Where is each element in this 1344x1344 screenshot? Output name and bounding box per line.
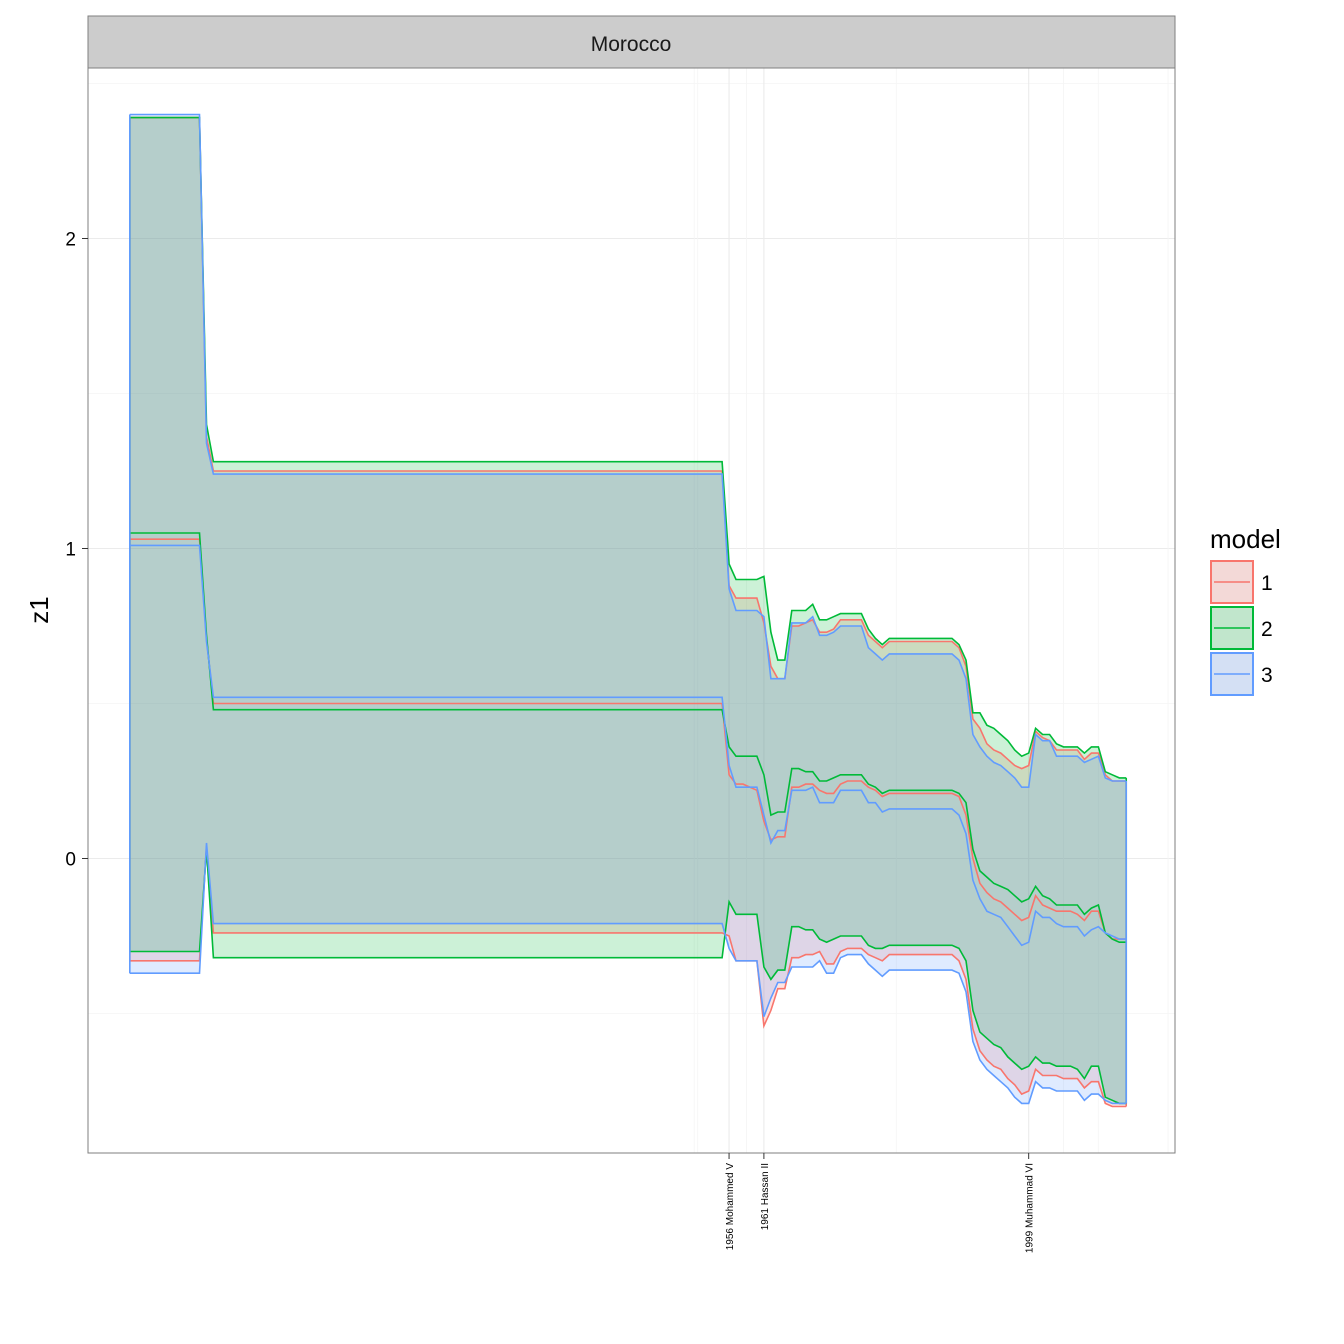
y-tick-label: 1 [65,540,76,561]
legend-title: model [1210,524,1281,554]
ribbons [129,114,1127,1107]
x-axis: 1956 Mohammed V 1961 Hassan II 1999 Muhamm… [88,1152,1175,1253]
x-tick-label: 1956 Mohammed V [725,1163,736,1251]
facet-strip: Morocco [87,15,1176,69]
x-tick-label: 1961 Hassan II [760,1163,771,1230]
ribbon-model-2 [129,117,1127,1104]
ribbon-model-1 [129,117,1127,1107]
legend-label: 1 [1261,572,1273,595]
line-model-3-mean [129,544,1127,947]
line-model-2-upper [129,116,1127,779]
line-model-1-lower [129,846,1127,1108]
y-tick-label: 0 [65,850,76,871]
x-tick-label: 1999 Muhammad VI [1025,1163,1036,1253]
facet-title: Morocco [591,33,672,56]
legend-keys: 1 2 3 [1210,560,1273,696]
series-lines [129,113,1128,1108]
y-axis: 0 1 2 [65,68,89,1153]
line-model-2-mean [129,532,1127,944]
legend-item-1: 1 [1210,560,1273,604]
legend-label: 2 [1261,618,1273,641]
legend-item-2: 2 [1210,606,1273,650]
ribbon-model-3 [129,114,1127,1104]
line-model-3-lower [129,842,1127,1105]
y-tick-label: 2 [65,230,76,251]
legend-item-3: 3 [1210,652,1273,696]
legend: model 1 2 3 [1210,524,1281,696]
legend-label: 3 [1261,664,1273,687]
line-model-3-upper [129,113,1127,789]
line-model-2-lower [129,849,1127,1105]
line-model-1-upper [129,116,1127,782]
plot-panel [88,68,1175,1153]
y-axis-title: z1 [24,596,54,623]
